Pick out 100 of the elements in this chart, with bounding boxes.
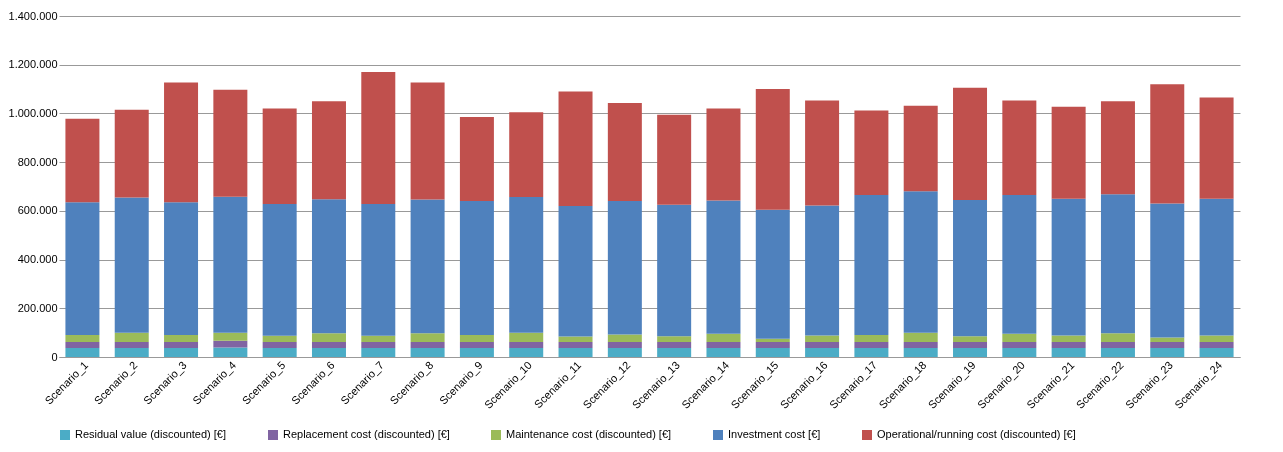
bar bbox=[805, 100, 840, 206]
y-tick-label: 400.000 bbox=[17, 253, 58, 266]
bar bbox=[1150, 203, 1185, 338]
bar bbox=[903, 347, 938, 357]
bar bbox=[114, 347, 149, 357]
bar bbox=[262, 341, 297, 348]
y-tick-label: 1.400.000 bbox=[8, 9, 58, 22]
bar bbox=[1002, 347, 1037, 357]
bar bbox=[558, 91, 593, 206]
bar bbox=[509, 112, 544, 197]
legend-label: Investment cost [€] bbox=[728, 428, 821, 440]
bar bbox=[953, 87, 988, 200]
bar bbox=[1199, 347, 1234, 357]
bar bbox=[410, 341, 445, 348]
bar bbox=[65, 118, 100, 203]
bar bbox=[410, 333, 445, 342]
legend-label: Operational/running cost (discounted) [€] bbox=[877, 428, 1076, 440]
bar bbox=[262, 108, 297, 205]
bar bbox=[459, 117, 494, 202]
bar bbox=[459, 341, 494, 348]
bar bbox=[262, 347, 297, 357]
bar bbox=[706, 333, 741, 342]
bar bbox=[805, 335, 840, 342]
bar bbox=[361, 204, 396, 336]
bar bbox=[903, 332, 938, 342]
bar bbox=[1100, 347, 1135, 357]
legend-label: Replacement cost (discounted) [€] bbox=[283, 428, 450, 440]
bar bbox=[558, 341, 593, 348]
bar bbox=[1100, 101, 1135, 195]
bar bbox=[65, 202, 100, 336]
y-tick-label: 200.000 bbox=[17, 301, 58, 314]
bar bbox=[361, 347, 396, 357]
bar bbox=[1199, 97, 1234, 199]
bar bbox=[854, 195, 889, 336]
legend-label: Maintenance cost (discounted) [€] bbox=[506, 428, 672, 440]
bar bbox=[410, 347, 445, 357]
bar bbox=[361, 72, 396, 205]
bar bbox=[311, 333, 346, 342]
bar bbox=[1150, 347, 1185, 357]
bar bbox=[805, 341, 840, 348]
bar bbox=[1002, 341, 1037, 348]
bar bbox=[607, 334, 642, 342]
y-tick-label: 1.200.000 bbox=[8, 58, 58, 71]
bar bbox=[1002, 195, 1037, 334]
bar bbox=[1002, 100, 1037, 196]
bar bbox=[311, 199, 346, 334]
bar bbox=[361, 341, 396, 348]
bar bbox=[164, 341, 199, 348]
bar bbox=[164, 82, 199, 203]
bar bbox=[509, 196, 544, 333]
bar bbox=[755, 89, 790, 210]
bar bbox=[1199, 198, 1234, 336]
bar bbox=[657, 114, 692, 205]
bar bbox=[1051, 347, 1086, 357]
y-tick-label: 800.000 bbox=[17, 155, 58, 168]
bar bbox=[1002, 333, 1037, 342]
bar bbox=[164, 335, 199, 342]
bar bbox=[311, 101, 346, 200]
bar bbox=[558, 347, 593, 357]
bar bbox=[509, 347, 544, 357]
bar bbox=[1051, 341, 1086, 348]
bar bbox=[361, 335, 396, 342]
bar bbox=[657, 347, 692, 357]
bar bbox=[1199, 341, 1234, 348]
bar bbox=[953, 199, 988, 337]
bar bbox=[1051, 335, 1086, 342]
bar bbox=[953, 336, 988, 342]
bar bbox=[459, 335, 494, 342]
bar bbox=[213, 196, 248, 333]
bar bbox=[854, 347, 889, 357]
bar bbox=[164, 202, 199, 336]
bar bbox=[854, 110, 889, 196]
bar bbox=[213, 332, 248, 341]
bar bbox=[657, 204, 692, 337]
bar bbox=[1150, 84, 1185, 204]
bar bbox=[410, 199, 445, 334]
bar bbox=[213, 89, 248, 197]
bar bbox=[164, 347, 199, 357]
bar bbox=[1150, 341, 1185, 348]
bar bbox=[114, 109, 149, 198]
legend-label: Residual value (discounted) [€] bbox=[75, 428, 227, 440]
y-tick-label: 600.000 bbox=[17, 204, 58, 217]
bar bbox=[213, 340, 248, 348]
bar bbox=[311, 347, 346, 357]
bar bbox=[1150, 337, 1185, 342]
y-tick-label: 0 bbox=[51, 350, 58, 363]
bar bbox=[558, 336, 593, 342]
bar bbox=[706, 347, 741, 357]
bar bbox=[558, 205, 593, 337]
bar bbox=[459, 347, 494, 357]
bar bbox=[607, 347, 642, 357]
bar bbox=[1199, 335, 1234, 342]
bar bbox=[311, 341, 346, 348]
bar bbox=[854, 341, 889, 348]
bar bbox=[903, 341, 938, 348]
bar bbox=[1051, 198, 1086, 336]
bar bbox=[755, 338, 790, 342]
bar bbox=[903, 191, 938, 333]
bar bbox=[1051, 106, 1086, 199]
bar bbox=[509, 332, 544, 342]
